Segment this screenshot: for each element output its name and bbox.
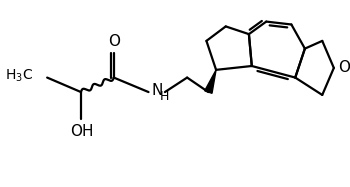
- Text: H$_3$C: H$_3$C: [5, 68, 33, 84]
- Text: O: O: [338, 60, 350, 75]
- Text: OH: OH: [70, 124, 94, 139]
- Text: H: H: [160, 90, 169, 103]
- Polygon shape: [205, 70, 216, 93]
- Text: O: O: [108, 34, 120, 49]
- Text: N: N: [152, 83, 163, 98]
